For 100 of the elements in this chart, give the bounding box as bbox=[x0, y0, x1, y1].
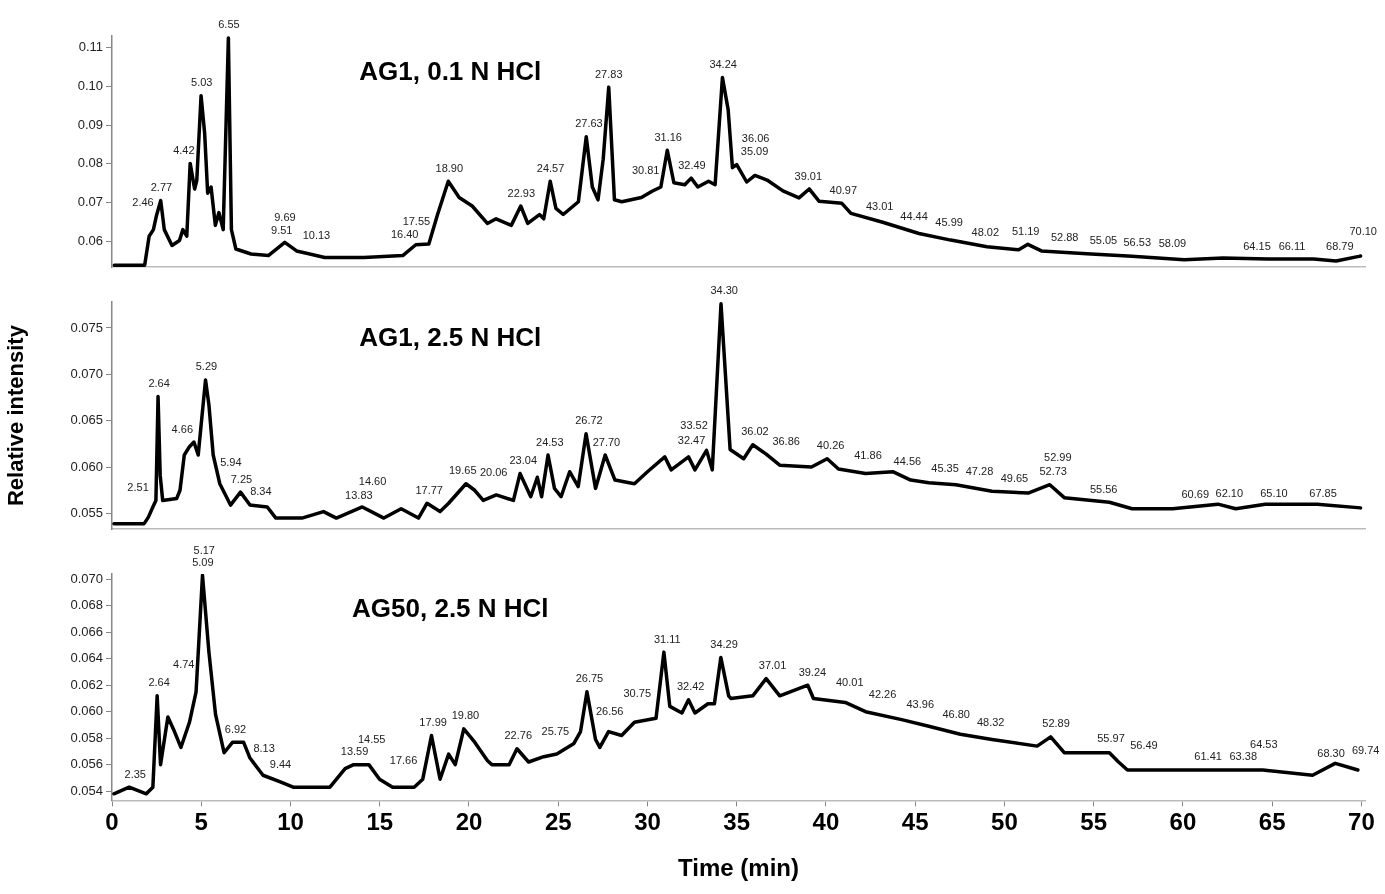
annotation: 36.86 bbox=[772, 434, 800, 447]
annotation: 23.04 bbox=[509, 454, 538, 467]
annotation: 34.29 bbox=[710, 637, 738, 650]
annotation: 18.90 bbox=[435, 161, 464, 174]
y-tick-label: 0.075 bbox=[70, 319, 103, 335]
annotation: 36.06 bbox=[741, 131, 770, 144]
annotation: 27.63 bbox=[575, 117, 603, 130]
annotation: 13.59 bbox=[340, 745, 369, 758]
x-tick-label: 20 bbox=[455, 808, 483, 836]
annotation: 24.57 bbox=[536, 161, 565, 174]
x-tick-label: 40 bbox=[812, 808, 840, 836]
annotation: 41.86 bbox=[854, 449, 882, 462]
annotation: 51.19 bbox=[1011, 224, 1040, 237]
annotation: 46.80 bbox=[942, 708, 970, 721]
annotation: 5.29 bbox=[195, 360, 218, 373]
annotation: 55.56 bbox=[1089, 482, 1118, 495]
annotation: 22.76 bbox=[504, 729, 533, 742]
annotation: 17.99 bbox=[419, 716, 447, 729]
text: AG1, 2.5 N HCl bbox=[359, 321, 542, 352]
annotation: 55.97 bbox=[1097, 731, 1125, 744]
y-tick-label: 0.060 bbox=[70, 458, 103, 474]
annotation: 67.85 bbox=[1309, 486, 1337, 499]
annotation: 63.38 bbox=[1229, 750, 1258, 763]
y-tick-label: 0.070 bbox=[70, 365, 103, 381]
annotation: 24.53 bbox=[536, 435, 564, 448]
annotation: 26.56 bbox=[595, 705, 624, 718]
annotation: 17.55 bbox=[402, 214, 431, 227]
annotation: 10.13 bbox=[302, 228, 331, 241]
y-tick-label: 0.058 bbox=[70, 729, 103, 745]
annotation: 45.99 bbox=[935, 215, 963, 228]
x-tick-label: 10 bbox=[277, 808, 304, 836]
y-tick-label: 0.07 bbox=[77, 194, 103, 210]
annotation: 34.24 bbox=[709, 57, 737, 70]
annotation: 42.26 bbox=[868, 688, 897, 701]
annotation: 2.46 bbox=[132, 196, 154, 209]
annotation: 4.66 bbox=[171, 422, 194, 435]
annotation: 17.66 bbox=[389, 754, 418, 767]
y-tick-label: 0.068 bbox=[70, 597, 103, 613]
annotation: 64.15 bbox=[1243, 239, 1271, 252]
annotation: 27.83 bbox=[594, 67, 623, 80]
annotation: 60.69 bbox=[1181, 488, 1210, 501]
annotation: 6.92 bbox=[224, 722, 247, 735]
annotation: 6.55 bbox=[218, 18, 240, 31]
x-tick-label: 0 bbox=[105, 808, 119, 836]
annotation: 9.51 bbox=[271, 223, 293, 236]
y-tick-label: 0.06 bbox=[77, 232, 103, 248]
text: AG50, 2.5 N HCl bbox=[352, 593, 549, 624]
annotation: 70.10 bbox=[1349, 224, 1377, 237]
y-tick-label: 0.070 bbox=[70, 570, 103, 586]
x-tick-label: 60 bbox=[1169, 808, 1197, 836]
y-tick-label: 0.066 bbox=[70, 623, 103, 639]
annotation: 52.88 bbox=[1050, 231, 1079, 244]
annotation: 48.02 bbox=[971, 225, 1000, 238]
annotation: 61.41 bbox=[1194, 750, 1222, 763]
annotation: 14.55 bbox=[357, 733, 386, 746]
annotation: 58.09 bbox=[1158, 236, 1187, 249]
annotation: 52.99 bbox=[1044, 451, 1072, 464]
annotation: 2.35 bbox=[124, 767, 146, 780]
annotation: 5.17 bbox=[193, 543, 215, 556]
annotation: 32.49 bbox=[678, 158, 706, 171]
annotation: 48.32 bbox=[976, 716, 1005, 729]
annotation: 43.01 bbox=[865, 200, 894, 213]
y-axis-title: Relative intensity bbox=[3, 324, 29, 507]
annotation: 68.30 bbox=[1317, 746, 1345, 759]
x-tick-label: 30 bbox=[634, 808, 661, 836]
annotation: 52.89 bbox=[1042, 717, 1070, 730]
annotation: 5.03 bbox=[191, 76, 213, 89]
annotation: 2.77 bbox=[150, 181, 173, 194]
annotation: 65.10 bbox=[1260, 486, 1288, 499]
annotation: 5.09 bbox=[192, 555, 214, 568]
x-tick-label: 5 bbox=[194, 808, 208, 836]
annotation: 33.52 bbox=[680, 418, 708, 431]
annotation: 2.64 bbox=[148, 377, 170, 390]
annotation: 27.70 bbox=[592, 435, 621, 448]
annotation: 13.83 bbox=[345, 489, 373, 502]
annotation: 55.05 bbox=[1089, 234, 1118, 247]
annotation: 40.01 bbox=[835, 676, 864, 689]
annotation: 31.11 bbox=[653, 632, 681, 645]
x-tick-label: 25 bbox=[544, 808, 572, 836]
annotation: 4.74 bbox=[173, 658, 195, 671]
annotation: 26.75 bbox=[575, 672, 604, 685]
annotation: 7.25 bbox=[230, 472, 253, 485]
annotation: 39.01 bbox=[794, 169, 823, 182]
annotation: 9.44 bbox=[269, 758, 292, 771]
annotation: 66.11 bbox=[1278, 239, 1306, 252]
y-tick-label: 0.062 bbox=[70, 676, 103, 692]
annotation: 32.47 bbox=[677, 433, 706, 446]
annotation: 31.16 bbox=[654, 130, 682, 143]
annotation: 64.53 bbox=[1250, 738, 1278, 751]
annotation: 44.44 bbox=[900, 210, 928, 223]
y-tick-label: 0.09 bbox=[77, 116, 103, 132]
annotation: 34.30 bbox=[710, 284, 738, 297]
annotation: 40.26 bbox=[816, 439, 845, 452]
y-tick-label: 0.060 bbox=[70, 703, 103, 719]
x-tick-label: 65 bbox=[1258, 808, 1286, 836]
annotation: 9.69 bbox=[274, 210, 296, 223]
text: AG1, 0.1 N HCl bbox=[359, 56, 542, 87]
annotation: 36.02 bbox=[741, 425, 769, 438]
x-tick-label: 15 bbox=[366, 808, 394, 836]
x-tick-label: 70 bbox=[1348, 808, 1375, 836]
